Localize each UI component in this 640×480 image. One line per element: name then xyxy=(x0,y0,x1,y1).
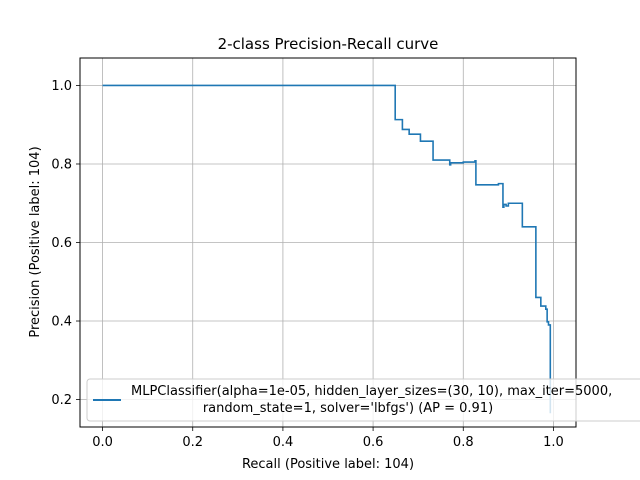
x-tick-label: 0.4 xyxy=(273,435,294,450)
y-tick-label: 0.6 xyxy=(51,236,72,251)
x-tick-label: 0.8 xyxy=(453,435,474,450)
x-axis-label: Recall (Positive label: 104) xyxy=(242,457,414,472)
pr-curve-line xyxy=(102,84,552,414)
chart-title: 2-class Precision-Recall curve xyxy=(218,35,439,53)
y-tick-label: 1.0 xyxy=(51,79,72,94)
legend: MLPClassifier(alpha=1e-05, hidden_layer_… xyxy=(86,378,640,422)
x-tick-label: 1.0 xyxy=(543,435,564,450)
x-tick-label: 0.6 xyxy=(363,435,384,450)
y-tick-label: 0.8 xyxy=(51,157,72,172)
x-tick-label: 0.0 xyxy=(92,435,113,450)
y-tick-label: 0.2 xyxy=(51,393,72,408)
y-tick-label: 0.4 xyxy=(51,315,72,330)
x-tick-label: 0.2 xyxy=(182,435,203,450)
y-axis-label: Precision (Positive label: 104) xyxy=(28,146,43,337)
axis-ticks: 0.0 0.2 0.4 0.6 0.8 1.0 0.2 0.4 0.6 0.8 1.0 xyxy=(51,79,563,450)
plot-frame xyxy=(79,57,577,428)
legend-label-line-1: MLPClassifier(alpha=1e-05, hidden_layer_… xyxy=(131,384,612,399)
series-layer xyxy=(102,84,552,414)
legend-box xyxy=(86,378,640,422)
legend-label-line-2: random_state=1, solver='lbfgs') (AP = 0.… xyxy=(203,401,493,416)
